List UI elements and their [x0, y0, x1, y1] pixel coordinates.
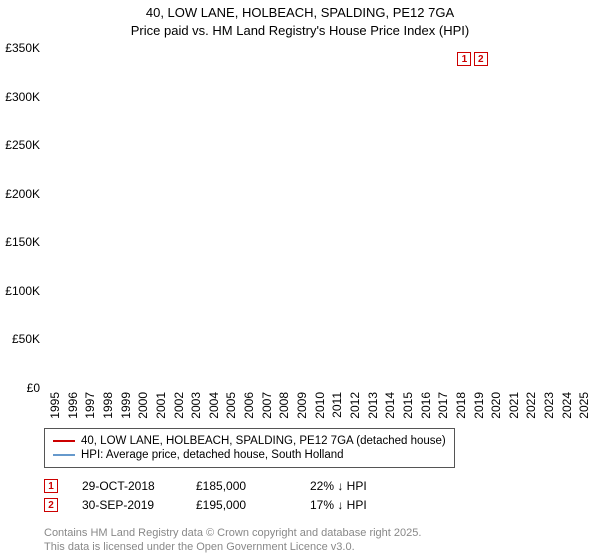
x-tick-label: 2003: [189, 392, 203, 419]
legend-box: 40, LOW LANE, HOLBEACH, SPALDING, PE12 7…: [44, 428, 455, 468]
event-badge: 2: [474, 52, 488, 66]
x-tick-label: 2001: [154, 392, 168, 419]
x-tick-label: 2004: [207, 392, 221, 419]
x-tick-label: 2006: [242, 392, 256, 419]
event-date: 30-SEP-2019: [82, 498, 172, 512]
y-tick-label: £250K: [5, 138, 40, 152]
legend-label: HPI: Average price, detached house, Sout…: [81, 449, 344, 461]
x-tick-label: 2008: [277, 392, 291, 419]
legend-label: 40, LOW LANE, HOLBEACH, SPALDING, PE12 7…: [81, 435, 446, 447]
event-row-badge: 2: [44, 498, 58, 512]
x-tick-label: 2018: [454, 392, 468, 419]
x-tick-label: 2017: [436, 392, 450, 419]
title-block: 40, LOW LANE, HOLBEACH, SPALDING, PE12 7…: [0, 0, 600, 41]
y-tick-label: £50K: [12, 332, 40, 346]
legend-swatch: [53, 440, 75, 442]
event-date: 29-OCT-2018: [82, 479, 172, 493]
event-badge: 1: [457, 52, 471, 66]
y-tick-label: £200K: [5, 187, 40, 201]
footer-note: Contains HM Land Registry data © Crown c…: [44, 526, 421, 555]
x-tick-label: 2014: [383, 392, 397, 419]
chart-area: £0£50K£100K£150K£200K£250K£300K£350K 199…: [44, 48, 584, 388]
y-tick-label: £100K: [5, 284, 40, 298]
x-tick-label: 2025: [577, 392, 591, 419]
x-tick-label: 2010: [313, 392, 327, 419]
x-tick-label: 2000: [136, 392, 150, 419]
x-tick-label: 1995: [48, 392, 62, 419]
y-tick-label: £350K: [5, 41, 40, 55]
x-tick-label: 2012: [348, 392, 362, 419]
x-tick-label: 2005: [224, 392, 238, 419]
chart-container: 40, LOW LANE, HOLBEACH, SPALDING, PE12 7…: [0, 0, 600, 560]
footer-line-2: This data is licensed under the Open Gov…: [44, 540, 421, 554]
event-delta: 22% ↓ HPI: [310, 479, 400, 493]
x-tick-label: 1997: [83, 392, 97, 419]
x-tick-label: 2013: [366, 392, 380, 419]
x-tick-label: 2020: [489, 392, 503, 419]
footer-line-1: Contains HM Land Registry data © Crown c…: [44, 526, 421, 540]
x-tick-label: 2007: [260, 392, 274, 419]
x-tick-label: 2021: [507, 392, 521, 419]
event-row: 2 30-SEP-2019 £195,000 17% ↓ HPI: [44, 498, 400, 512]
legend-row: HPI: Average price, detached house, Sout…: [53, 449, 446, 461]
event-row-badge: 1: [44, 479, 58, 493]
x-tick-label: 2002: [172, 392, 186, 419]
events-table: 1 29-OCT-2018 £185,000 22% ↓ HPI 2 30-SEP-201…: [44, 474, 400, 517]
event-price: £185,000: [196, 479, 286, 493]
x-tick-label: 2009: [295, 392, 309, 419]
legend-swatch: [53, 454, 75, 456]
x-tick-label: 2015: [401, 392, 415, 419]
x-tick-label: 1996: [66, 392, 80, 419]
x-tick-label: 2019: [472, 392, 486, 419]
event-price: £195,000: [196, 498, 286, 512]
event-row: 1 29-OCT-2018 £185,000 22% ↓ HPI: [44, 479, 400, 493]
legend-row: 40, LOW LANE, HOLBEACH, SPALDING, PE12 7…: [53, 435, 446, 447]
x-tick-label: 1998: [101, 392, 115, 419]
y-tick-label: £150K: [5, 235, 40, 249]
title-line-2: Price paid vs. HM Land Registry's House …: [0, 22, 600, 40]
y-tick-label: £300K: [5, 90, 40, 104]
x-tick-label: 2023: [542, 392, 556, 419]
x-tick-label: 2016: [419, 392, 433, 419]
y-tick-label: £0: [27, 381, 40, 395]
plot-background: [44, 48, 584, 388]
x-tick-label: 2024: [560, 392, 574, 419]
x-tick-label: 2011: [330, 392, 344, 418]
x-tick-label: 2022: [524, 392, 538, 419]
x-tick-label: 1999: [119, 392, 133, 419]
event-delta: 17% ↓ HPI: [310, 498, 400, 512]
title-line-1: 40, LOW LANE, HOLBEACH, SPALDING, PE12 7…: [0, 4, 600, 22]
